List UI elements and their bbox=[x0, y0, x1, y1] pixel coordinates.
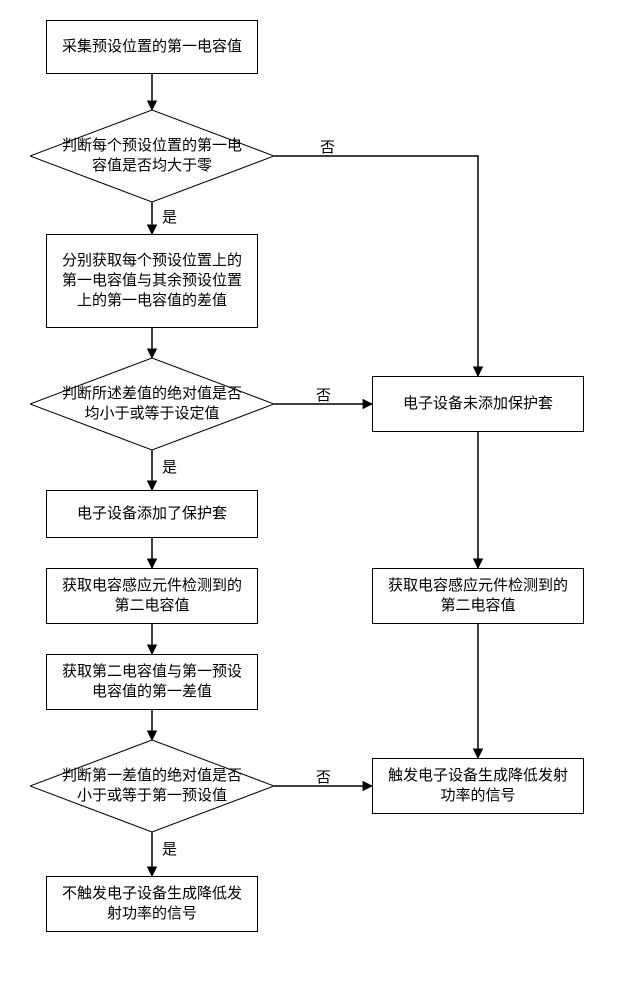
node-text: 采集预设位置的第一电容值 bbox=[62, 37, 242, 57]
label-no-d3: 否 bbox=[316, 766, 331, 787]
node-trigger: 触发电子设备生成降低发射功率的信号 bbox=[372, 758, 584, 814]
node-collect-c1: 采集预设位置的第一电容值 bbox=[46, 20, 258, 74]
node-text: 电子设备未添加保护套 bbox=[403, 394, 553, 414]
label-yes-d2: 是 bbox=[162, 456, 177, 477]
flowchart-canvas: 采集预设位置的第一电容值 分别获取每个预设位置上的第一电容值与其余预设位置上的第… bbox=[0, 0, 618, 1000]
node-get-c2-right: 获取电容感应元件检测到的第二电容值 bbox=[372, 568, 584, 624]
node-text: 获取电容感应元件检测到的第二电容值 bbox=[381, 576, 575, 617]
node-compute-diffs: 分别获取每个预设位置上的第一电容值与其余预设位置上的第一电容值的差值 bbox=[46, 234, 258, 328]
decision-first-diff-le: 判断第一差值的绝对值是否小于或等于第一预设值 bbox=[30, 740, 274, 832]
label-no-d1: 否 bbox=[320, 136, 335, 157]
node-first-diff: 获取第二电容值与第一预设电容值的第一差值 bbox=[46, 654, 258, 710]
node-get-c2-left: 获取电容感应元件检测到的第二电容值 bbox=[46, 568, 258, 624]
decision-abs-le-set: 判断所述差值的绝对值是否均小于或等于设定值 bbox=[30, 358, 274, 450]
node-text: 判断第一差值的绝对值是否小于或等于第一预设值 bbox=[30, 766, 274, 807]
label-no-d2: 否 bbox=[316, 384, 331, 405]
node-case-not-added: 电子设备未添加保护套 bbox=[372, 376, 584, 432]
node-text: 判断所述差值的绝对值是否均小于或等于设定值 bbox=[30, 384, 274, 425]
node-text: 获取电容感应元件检测到的第二电容值 bbox=[55, 576, 249, 617]
label-yes-d1: 是 bbox=[162, 206, 177, 227]
node-no-trigger: 不触发电子设备生成降低发射功率的信号 bbox=[46, 876, 258, 932]
node-text: 分别获取每个预设位置上的第一电容值与其余预设位置上的第一电容值的差值 bbox=[55, 251, 249, 312]
node-case-added: 电子设备添加了保护套 bbox=[46, 490, 258, 538]
node-text: 不触发电子设备生成降低发射功率的信号 bbox=[55, 884, 249, 925]
node-text: 判断每个预设位置的第一电容值是否均大于零 bbox=[30, 136, 274, 177]
node-text: 获取第二电容值与第一预设电容值的第一差值 bbox=[55, 662, 249, 703]
node-text: 触发电子设备生成降低发射功率的信号 bbox=[381, 766, 575, 807]
node-text: 电子设备添加了保护套 bbox=[77, 504, 227, 524]
decision-all-gt-zero: 判断每个预设位置的第一电容值是否均大于零 bbox=[30, 110, 274, 202]
label-yes-d3: 是 bbox=[162, 838, 177, 859]
